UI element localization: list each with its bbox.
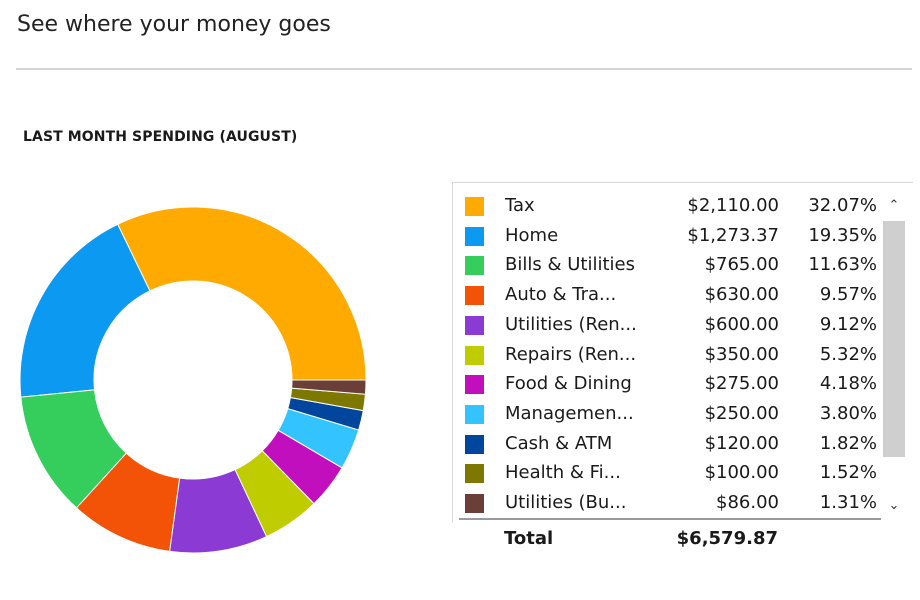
legend-amount: $275.00: [704, 373, 779, 395]
legend-amount: $120.00: [704, 432, 779, 454]
legend-swatch: [465, 375, 484, 395]
page-title: See where your money goes: [17, 12, 331, 37]
legend-percent: 9.57%: [819, 284, 877, 306]
legend-amount: $100.00: [704, 462, 779, 484]
legend-amount: $86.00: [716, 492, 779, 513]
legend-swatch: [465, 404, 484, 424]
donut-slice[interactable]: [19, 223, 151, 398]
legend-swatch: [465, 197, 484, 216]
total-label: Total: [504, 528, 554, 549]
legend-row[interactable]: Tax $2,110.00 32.07%: [453, 191, 879, 221]
legend-swatch: [465, 286, 484, 306]
legend-row[interactable]: Utilities (Bu... $86.00 1.31%: [453, 488, 879, 518]
header-divider: [16, 68, 912, 70]
legend-amount: $250.00: [704, 402, 779, 424]
legend-row[interactable]: Cash & ATM $120.00 1.82%: [453, 429, 879, 459]
legend-percent: 19.35%: [808, 224, 877, 246]
scrollbar-thumb[interactable]: [883, 221, 905, 457]
legend-amount: $1,273.37: [687, 224, 779, 246]
legend-category-label: Tax: [505, 195, 535, 216]
legend-amount: $2,110.00: [687, 195, 779, 216]
chevron-down-icon[interactable]: ⌄: [888, 498, 900, 513]
legend-category-label: Bills & Utilities: [505, 254, 635, 276]
legend-amount: $350.00: [704, 343, 779, 365]
legend-category-label: Food & Dining: [505, 373, 632, 395]
legend-swatch: [465, 434, 484, 454]
legend-swatch: [465, 345, 484, 365]
legend-amount: $630.00: [704, 284, 779, 306]
chevron-up-icon[interactable]: ⌃: [888, 198, 900, 213]
legend-row[interactable]: Auto & Tra... $630.00 9.57%: [453, 280, 879, 310]
legend-category-label: Home: [505, 224, 559, 246]
legend-percent: 11.63%: [808, 254, 877, 276]
legend-category-label: Managemen...: [505, 402, 634, 424]
section-heading: LAST MONTH SPENDING (AUGUST): [23, 129, 298, 145]
legend-row[interactable]: Utilities (Ren... $600.00 9.12%: [453, 310, 879, 340]
legend-row[interactable]: Home $1,273.37 19.35%: [453, 221, 879, 251]
legend-percent: 1.52%: [819, 462, 877, 484]
legend-row[interactable]: Repairs (Ren... $350.00 5.32%: [453, 340, 879, 370]
legend-row[interactable]: Bills & Utilities $765.00 11.63%: [453, 250, 879, 280]
total-amount: $6,579.87: [676, 528, 778, 549]
legend-percent: 9.12%: [819, 313, 877, 335]
legend-percent: 5.32%: [819, 343, 877, 365]
legend-category-label: Utilities (Ren...: [505, 313, 637, 335]
legend-scrollbar[interactable]: ⌃ ⌄: [881, 191, 907, 521]
legend-category-label: Repairs (Ren...: [505, 343, 637, 365]
legend-swatch: [465, 226, 484, 246]
legend-category-label: Auto & Tra...: [505, 284, 617, 306]
donut-slice[interactable]: [291, 379, 367, 395]
legend-category-label: Utilities (Bu...: [505, 492, 627, 513]
legend-amount: $600.00: [704, 313, 779, 335]
legend-percent: 4.18%: [819, 373, 877, 395]
donut-slice[interactable]: [117, 206, 367, 381]
spending-donut-chart: [19, 206, 367, 554]
legend-row[interactable]: Food & Dining $275.00 4.18%: [453, 369, 879, 399]
legend-category-label: Health & Fi...: [505, 462, 621, 484]
legend-list: Tax $2,110.00 32.07% Home $1,273.37 19.35% Bil…: [453, 183, 879, 519]
legend-percent: 32.07%: [808, 195, 877, 216]
legend-category-label: Cash & ATM: [505, 432, 613, 454]
legend-row[interactable]: Health & Fi... $100.00 1.52%: [453, 458, 879, 488]
legend-percent: 1.31%: [819, 492, 877, 513]
legend-swatch: [465, 256, 484, 276]
total-divider: [459, 518, 881, 520]
legend-percent: 3.80%: [819, 402, 877, 424]
legend-percent: 1.82%: [819, 432, 877, 454]
legend-swatch: [465, 464, 484, 484]
legend-panel: Tax $2,110.00 32.07% Home $1,273.37 19.35% Bil…: [452, 182, 913, 523]
legend-swatch: [465, 315, 484, 335]
legend-swatch: [465, 494, 484, 513]
legend-amount: $765.00: [704, 254, 779, 276]
legend-row[interactable]: Managemen... $250.00 3.80%: [453, 399, 879, 429]
